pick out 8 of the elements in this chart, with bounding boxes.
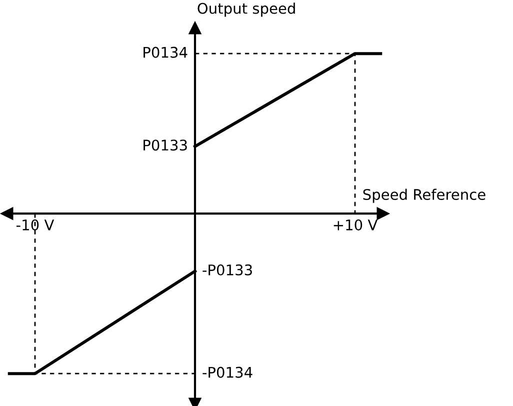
annotation: -P0133 bbox=[202, 264, 252, 276]
x-axis-title: Speed Reference bbox=[363, 188, 486, 203]
y-axis-title: Output speed bbox=[198, 2, 295, 17]
annotation: P0133 bbox=[144, 140, 187, 151]
x-tick-label: -10 V bbox=[16, 219, 54, 230]
annotation: -P0134 bbox=[202, 366, 252, 378]
annotation: P0134 bbox=[144, 46, 188, 58]
x-tick-label: +10 V bbox=[334, 219, 378, 230]
